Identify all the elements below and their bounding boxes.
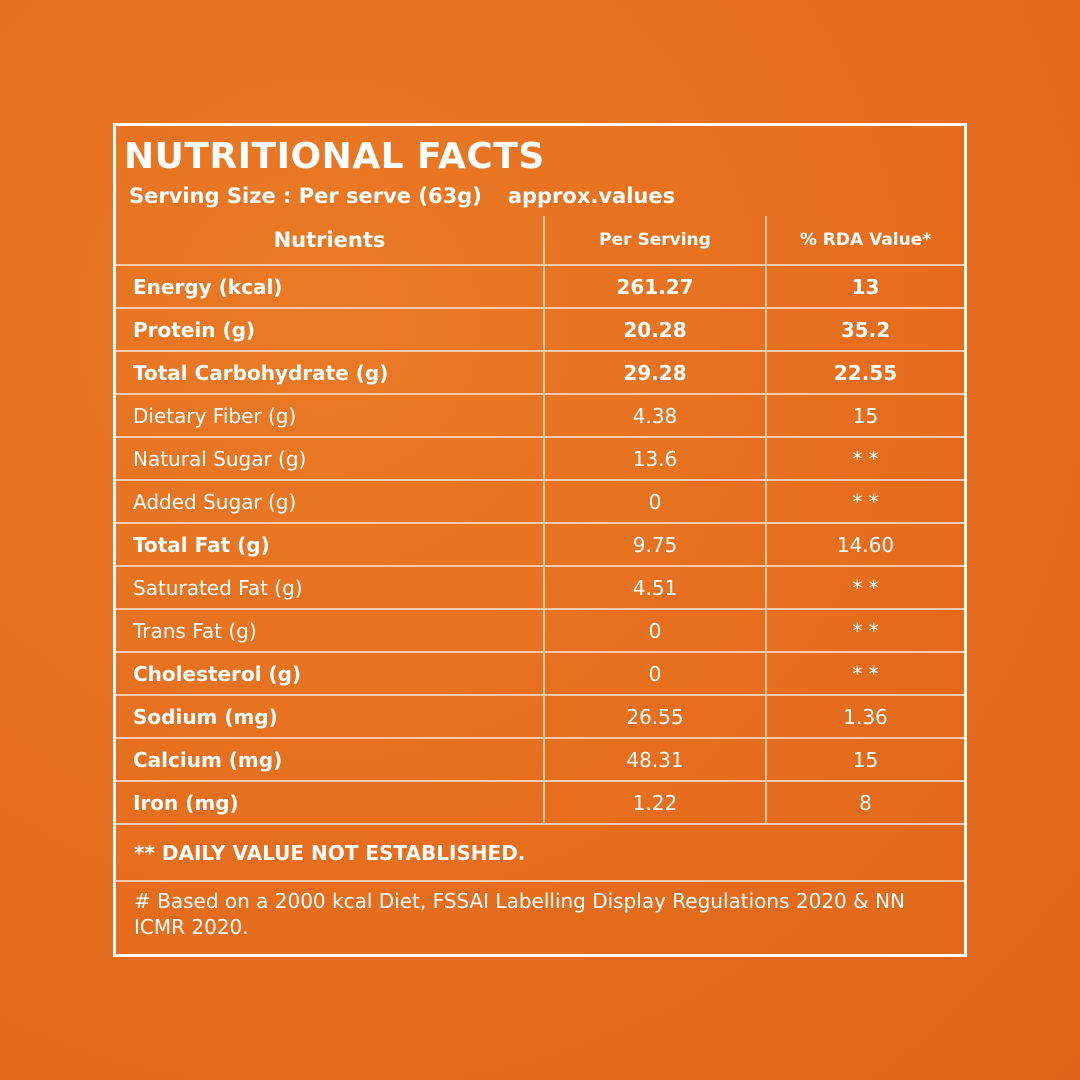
- nutrient-value: 1.22: [543, 780, 767, 825]
- nutrient-value: 26.55: [543, 694, 767, 739]
- nutrient-row: Natural Sugar (g) 13.6 * *: [116, 436, 964, 481]
- nutrient-value: 4.38: [543, 393, 767, 438]
- nutrient-value: 13: [765, 264, 964, 309]
- header-row: Nutrients Per Serving% RDA Value*: [116, 216, 964, 266]
- nutrient-value: 0: [543, 608, 767, 653]
- column-header: Per Serving: [543, 216, 767, 266]
- nutrient-row: Energy (kcal) 261.27 13: [116, 264, 964, 309]
- nutrient-value: * *: [765, 436, 964, 481]
- nutrient-value: 22.55: [765, 350, 964, 395]
- nutrient-value: 9.75: [543, 522, 767, 567]
- nutrient-name: Energy (kcal): [116, 264, 545, 309]
- nutrient-value: * *: [765, 479, 964, 524]
- nutrient-value: 261.27: [543, 264, 767, 309]
- nutrient-value: 14.60: [765, 522, 964, 567]
- nutrient-name: Calcium (mg): [116, 737, 545, 782]
- serving-line: Serving Size : Per serve (63g) approx.val…: [129, 184, 701, 208]
- nutrition-panel: NUTRITIONAL FACTS Serving Size : Per ser…: [113, 123, 967, 958]
- nutrient-row: Cholesterol (g) 0 * *: [116, 651, 964, 696]
- column-header: % RDA Value*: [765, 216, 964, 266]
- nutrient-name: Saturated Fat (g): [116, 565, 545, 610]
- nutrient-name: Protein (g): [116, 307, 545, 352]
- nutrient-name: Cholesterol (g): [116, 651, 545, 696]
- nutrient-row: Saturated Fat (g) 4.51 * *: [116, 565, 964, 610]
- nutrient-value: 0: [543, 651, 767, 696]
- nutrient-name: Total Carbohydrate (g): [116, 350, 545, 395]
- nutrient-row: Total Carbohydrate (g) 29.28 22.55: [116, 350, 964, 395]
- footnote-row: ** DAILY VALUE NOT ESTABLISHED.: [116, 823, 964, 882]
- nutrient-name: Total Fat (g): [116, 522, 545, 567]
- nutrient-row: Protein (g) 20.28 35.2: [116, 307, 964, 352]
- nutrient-value: 35.2: [765, 307, 964, 352]
- nutrient-value: 48.31: [543, 737, 767, 782]
- nutrient-value: * *: [765, 565, 964, 610]
- nutrient-row: Dietary Fiber (g) 4.38 15: [116, 393, 964, 438]
- nutrient-row: Sodium (mg) 26.55 1.36: [116, 694, 964, 739]
- nutrient-value: 13.6: [543, 436, 767, 481]
- nutrient-value: 15: [765, 737, 964, 782]
- footnote: ** DAILY VALUE NOT ESTABLISHED.: [116, 823, 964, 882]
- nutrient-name: Trans Fat (g): [116, 608, 545, 653]
- column-header: Nutrients: [116, 216, 545, 266]
- nutrient-value: 15: [765, 393, 964, 438]
- nutrient-value: * *: [765, 608, 964, 653]
- serving-size: Serving Size : Per serve (63g): [129, 184, 482, 208]
- nutrient-value: 1.36: [765, 694, 964, 739]
- nutrient-row: Calcium (mg) 48.31 15: [116, 737, 964, 782]
- title: NUTRITIONAL FACTS: [124, 136, 545, 177]
- nutrient-name: Dietary Fiber (g): [116, 393, 545, 438]
- footnote-row: # Based on a 2000 kcal Diet, FSSAI Label…: [116, 880, 964, 958]
- nutrient-value: 0: [543, 479, 767, 524]
- nutrient-value: * *: [765, 651, 964, 696]
- footnote: # Based on a 2000 kcal Diet, FSSAI Label…: [116, 880, 964, 958]
- approx-note: approx.values: [507, 184, 676, 208]
- nutrient-name: Sodium (mg): [116, 694, 545, 739]
- nutrient-row: Added Sugar (g) 0 * *: [116, 479, 964, 524]
- nutrient-name: Natural Sugar (g): [116, 436, 545, 481]
- nutrient-value: 20.28: [543, 307, 767, 352]
- nutrient-value: 29.28: [543, 350, 767, 395]
- nutrient-value: 4.51: [543, 565, 767, 610]
- nutrient-row: Trans Fat (g) 0 * *: [116, 608, 964, 653]
- nutrient-name: Added Sugar (g): [116, 479, 545, 524]
- nutrient-name: Iron (mg): [116, 780, 545, 825]
- nutrient-row: Iron (mg) 1.22 8: [116, 780, 964, 825]
- nutrient-value: 8: [765, 780, 964, 825]
- nutrient-row: Total Fat (g) 9.75 14.60: [116, 522, 964, 567]
- nutrition-table: Nutrients Per Serving% RDA Value* Energy (…: [116, 216, 964, 958]
